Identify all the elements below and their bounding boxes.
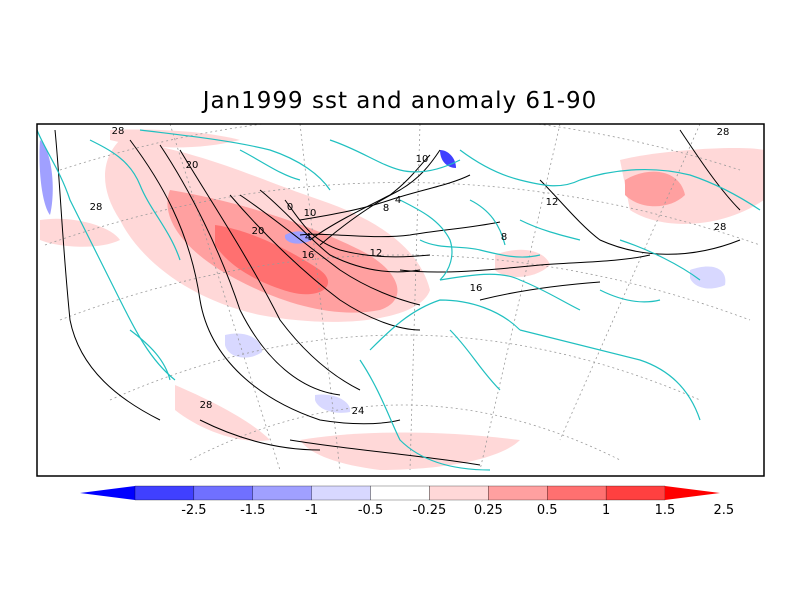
colorbar-tick-label: -1 <box>305 503 318 518</box>
colorbar-swatch <box>134 485 195 501</box>
contour-label: 16 <box>470 283 483 294</box>
coastlines <box>37 129 761 471</box>
sst-contours <box>54 129 741 466</box>
contour-label: 28 <box>717 127 730 138</box>
colorbar-high-extension <box>665 486 720 500</box>
contour-label: 0 <box>287 202 293 213</box>
graticule <box>44 124 761 471</box>
contour-label: 10 <box>304 208 317 219</box>
contour-label: 20 <box>186 160 199 171</box>
colorbar-tick-label: -0.5 <box>358 503 383 518</box>
contour-label: 28 <box>90 202 103 213</box>
anomaly-shading <box>39 129 764 470</box>
colorbar-tick-label: -2.5 <box>181 503 206 518</box>
contour-label: 12 <box>546 197 559 208</box>
contour-label: 28 <box>714 222 727 233</box>
colorbar-swatch <box>252 485 312 501</box>
contour-label: 16 <box>302 250 315 261</box>
colorbar-swatch <box>547 485 607 501</box>
positive-anomaly-region <box>300 432 520 470</box>
colorbar-tick-label: 1.5 <box>655 503 676 518</box>
colorbar-swatch <box>488 485 548 501</box>
colorbar-tick-label: 0.25 <box>474 503 503 518</box>
contour-label: 28 <box>112 126 125 137</box>
colorbar-tick-label: 1 <box>602 503 610 518</box>
contour-labels: 28 28 20 0 10 4 8 20 16 12 4 12 8 16 10 … <box>90 126 730 417</box>
colorbar-low-extension <box>80 486 135 500</box>
colorbar-tick-label: -1.5 <box>240 503 265 518</box>
colorbar-swatch <box>429 485 489 501</box>
negative-anomaly-region <box>39 140 53 215</box>
colorbar: -2.5 -1.5 -1 -0.5 -0.25 0.25 0.5 1 1.5 2.5 <box>80 485 735 518</box>
contour-label: 20 <box>252 226 265 237</box>
contour-label: 10 <box>416 154 429 165</box>
colorbar-tick-label: -0.25 <box>413 503 447 518</box>
contour-label: 8 <box>501 232 507 243</box>
colorbar-swatch <box>605 485 666 501</box>
contour-label: 8 <box>383 203 389 214</box>
contour-label: 12 <box>370 248 383 259</box>
negative-anomaly-region <box>690 266 726 289</box>
map-title: Jan1999 sst and anomaly 61-90 <box>202 88 598 114</box>
map-frame <box>36 123 765 477</box>
contour-label: 4 <box>395 195 401 206</box>
colorbar-swatch <box>370 485 430 501</box>
contour-label: 28 <box>200 400 213 411</box>
contour-label: 24 <box>352 406 365 417</box>
colorbar-tick-label: 0.5 <box>537 503 558 518</box>
strong-positive-anomaly-region <box>215 225 329 295</box>
positive-anomaly-region <box>625 171 685 207</box>
colorbar-swatch <box>311 485 371 501</box>
contour-label: 4 <box>305 232 311 243</box>
colorbar-swatch <box>193 485 253 501</box>
positive-anomaly-region <box>175 385 270 441</box>
colorbar-tick-label: 2.5 <box>714 503 735 518</box>
